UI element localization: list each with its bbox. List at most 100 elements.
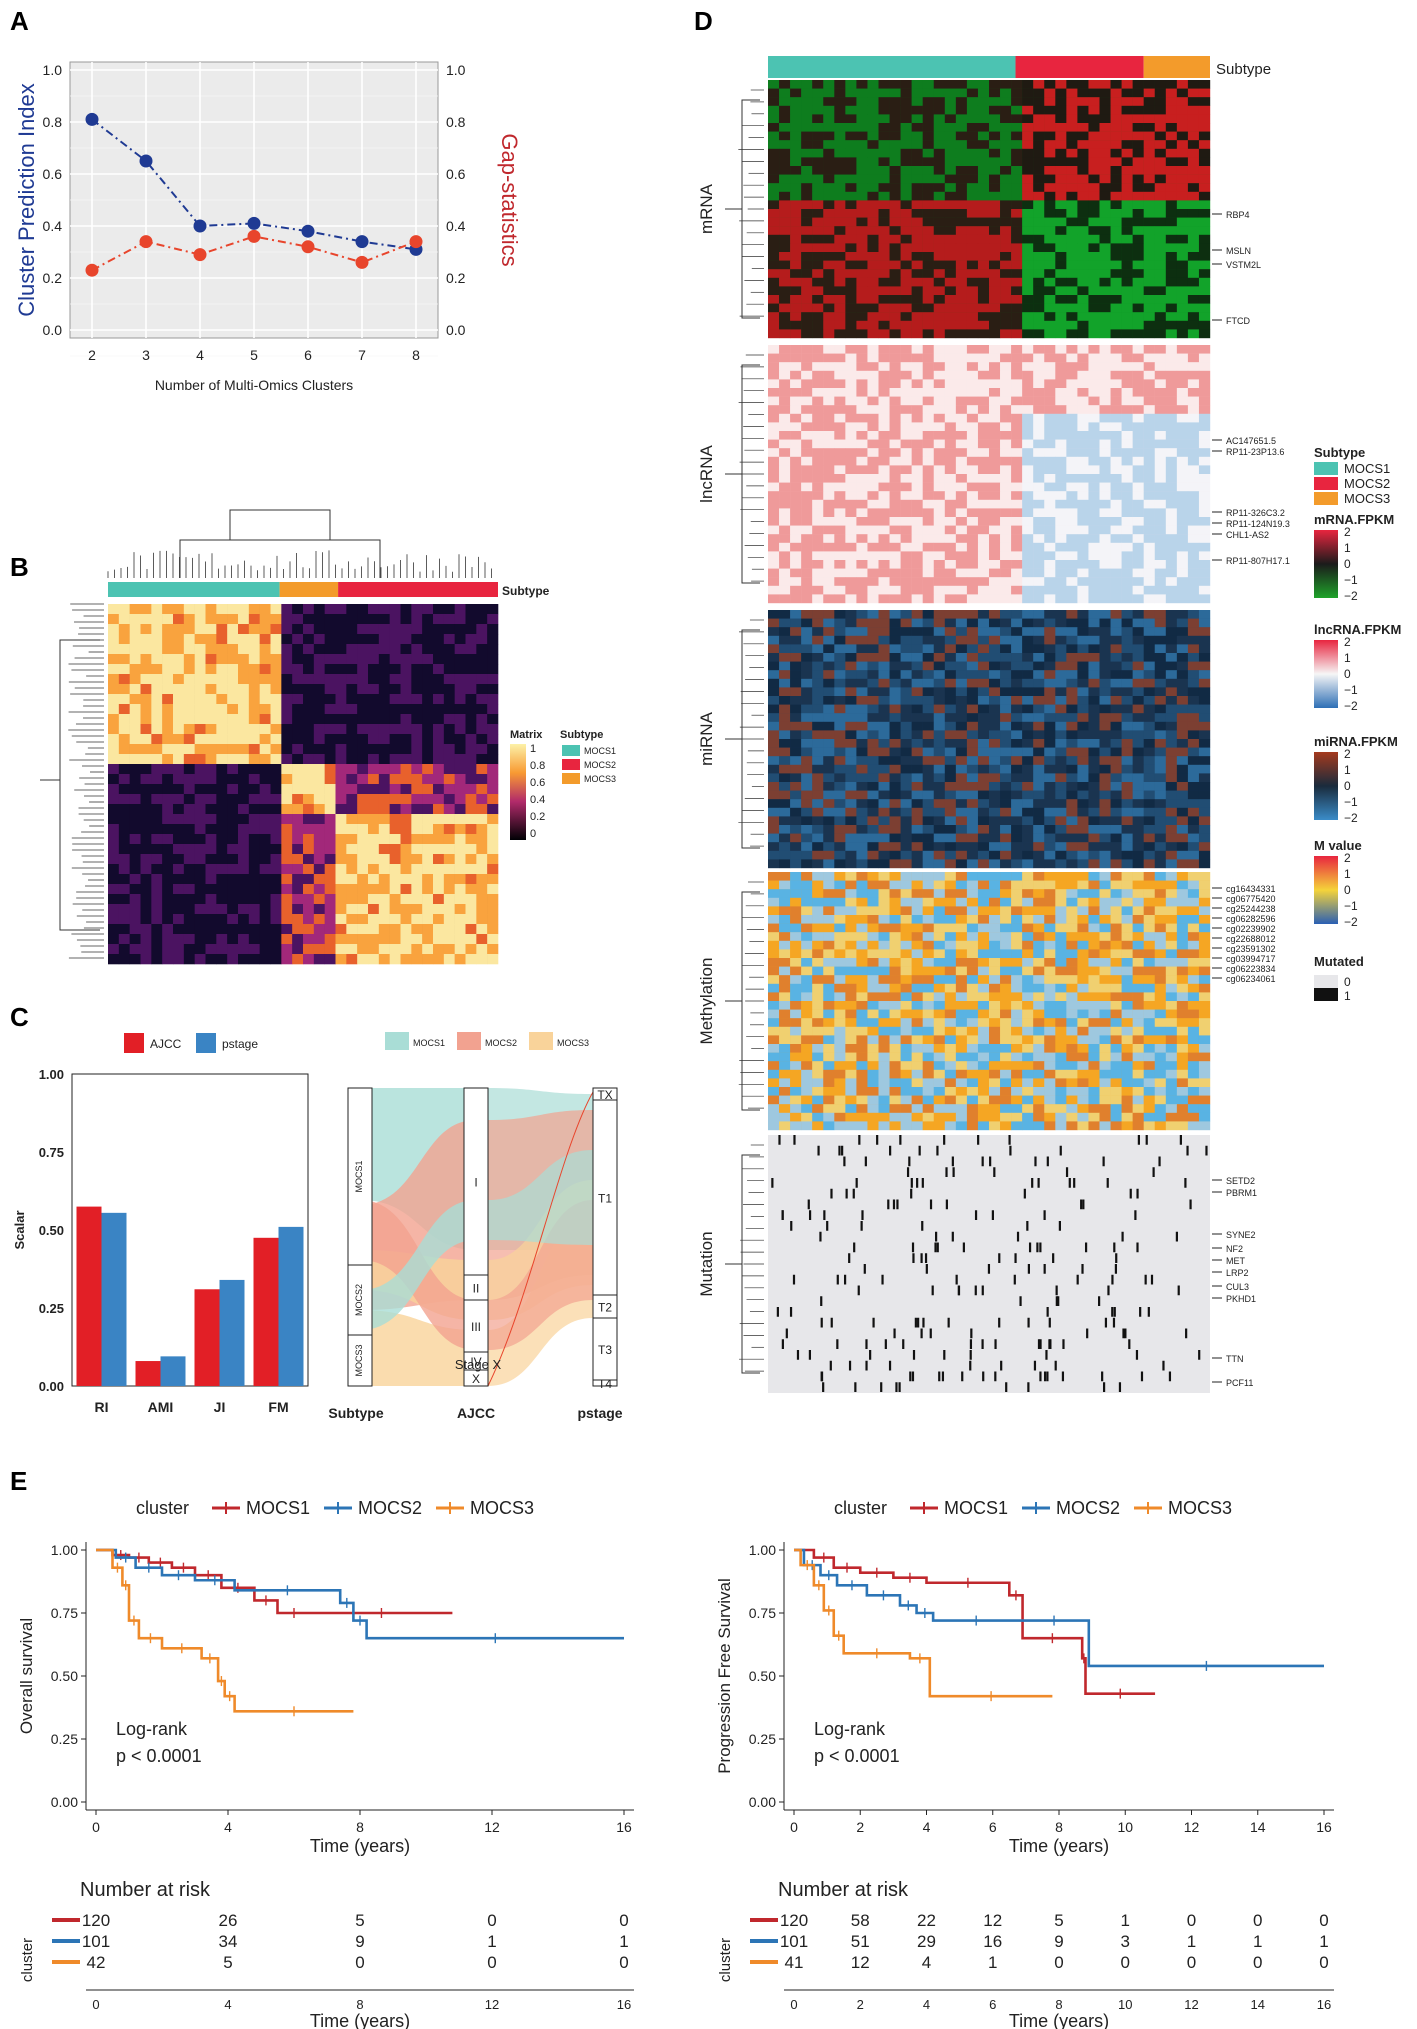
omics-cell [768,405,780,414]
heatmap-cell [183,774,195,785]
omics-cell [812,799,824,808]
omics-cell [1044,191,1056,201]
omics-cell [1077,413,1089,423]
heatmap-cell [129,794,141,805]
omics-cell [845,610,857,619]
omics-cell [1077,88,1089,98]
heatmap-cell [259,704,271,715]
omics-cell [1077,773,1089,783]
omics-cell [1066,422,1078,432]
heatmap-cell [292,764,304,775]
omics-cell [1066,739,1078,748]
omics-cell [1132,140,1144,149]
omics-cell [801,362,813,371]
heatmap-cell [357,674,369,685]
heatmap-cell [324,744,336,755]
omics-cell [1198,482,1211,492]
omics-cell [790,730,802,740]
omics-cell [1198,88,1211,98]
omics-cell [1165,252,1178,261]
omics-cell [779,678,791,688]
omics-cell [1132,312,1144,321]
omics-cell [856,696,868,705]
omics-cell [922,303,934,313]
omics-cell [834,661,846,671]
omics-cell [1154,756,1166,765]
omics-cell [1132,329,1144,339]
heatmap-cell [476,664,488,675]
omics-cell [1176,345,1189,354]
heatmap-cell [335,894,347,905]
heatmap-cell [259,794,271,805]
omics-cell [812,80,824,89]
omics-cell [779,269,791,278]
heatmap-cell [476,644,488,655]
heatmap-cell [151,714,163,725]
heatmap-cell [173,954,185,965]
omics-cell [933,713,945,722]
omics-cell [1110,148,1122,158]
omics-cell [1000,370,1012,380]
omics-cell [1154,482,1166,492]
heatmap-cell [368,824,380,835]
omics-cell [867,678,879,688]
omics-cell [1132,790,1144,800]
heatmap-cell [140,764,152,775]
omics-cell [1077,234,1089,244]
omics-cell [889,687,901,697]
omics-cell [889,260,901,270]
omics-cell [989,209,1001,218]
omics-cell [1088,226,1100,235]
omics-cell [845,260,857,270]
omics-cell [790,260,802,270]
omics-cell [1176,551,1189,561]
omics-cell [779,704,791,714]
heatmap-cell [238,914,250,925]
heatmap-cell [324,604,336,615]
omics-cell [1143,491,1155,500]
heatmap-cell [205,754,217,765]
omics-cell [1110,183,1122,192]
omics-cell [1022,678,1034,688]
omics-cell [1143,499,1155,509]
omics-cell [1022,585,1034,595]
omics-cell [1011,345,1023,354]
omics-cell [1077,191,1089,201]
omics-cell [779,277,791,287]
omics-cell [1088,704,1100,714]
omics-cell [922,670,934,679]
omics-cell [1099,80,1111,89]
omics-cell [1011,594,1023,604]
heatmap-cell [205,724,217,735]
heatmap-cell [118,934,130,945]
omics-cell [845,286,857,296]
omics-cell [834,551,846,561]
omics-cell [1143,97,1155,106]
heatmap-cell [476,914,488,925]
heatmap-cell [216,914,228,925]
heatmap-cell [227,604,239,615]
omics-cell [955,286,968,296]
omics-cell [812,303,824,313]
omics-cell [1110,551,1122,561]
heatmap-cell [194,784,206,795]
omics-cell [801,379,813,389]
heatmap-cell [346,934,358,945]
heatmap-cell [140,924,152,935]
heatmap-cell [205,654,217,665]
omics-cell [779,499,791,509]
omics-cell [1132,782,1144,791]
heatmap-cell [443,894,455,905]
omics-cell [1198,499,1211,509]
omics-cell [1077,517,1089,526]
omics-cell [1044,405,1056,414]
omics-cell [790,183,802,192]
heatmap-cell [411,764,423,775]
heatmap-cell [151,724,163,735]
omics-cell [1044,585,1056,595]
omics-cell [922,773,934,783]
omics-cell [1000,756,1012,765]
omics-cell [1000,696,1012,705]
omics-cell [1055,594,1067,604]
omics-cell [1044,353,1056,363]
